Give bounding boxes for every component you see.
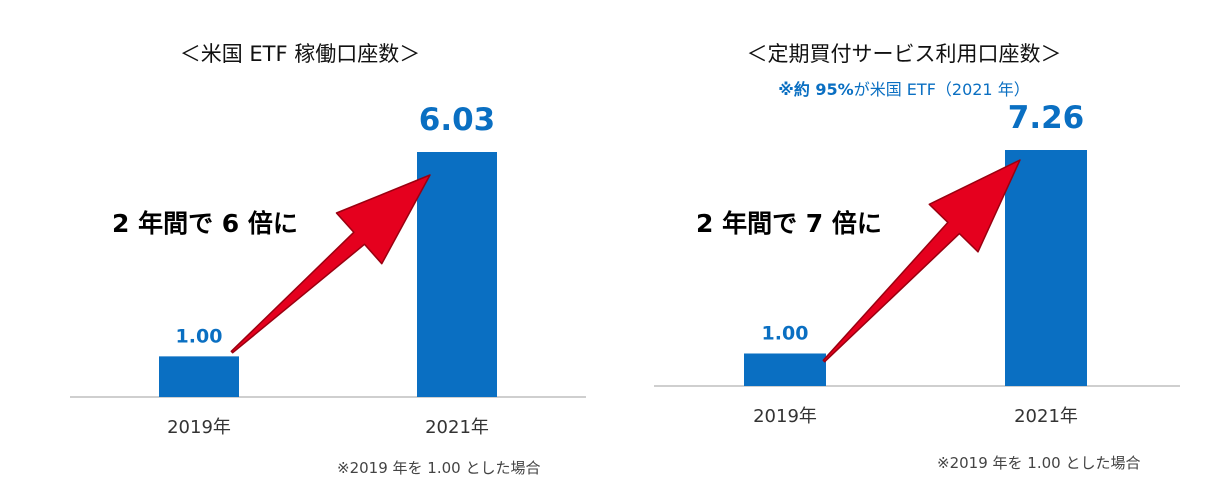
- chart-title: ＜米国 ETF 稼働口座数＞: [179, 42, 421, 66]
- growth-arrow: [230, 174, 431, 354]
- chart-title: ＜定期買付サービス利用口座数＞: [746, 42, 1062, 66]
- subtitle-text: が米国 ETF（2021 年）: [853, 80, 1030, 99]
- x-tick-label: 2021年: [1014, 406, 1078, 427]
- footnote: ※2019 年を 1.00 とした場合: [337, 459, 541, 477]
- x-tick-label: 2019年: [753, 406, 817, 427]
- growth-arrow: [822, 159, 1021, 363]
- footnote: ※2019 年を 1.00 とした場合: [937, 454, 1141, 472]
- bar-chart-periodic-purchase: 1.00 2019年 7.26 2021年 2 年間で 7 倍に: [654, 100, 1180, 427]
- x-tick-label: 2019年: [167, 417, 231, 438]
- chart-panel-etf-accounts: ＜米国 ETF 稼働口座数＞ 1.00 2019年 6.03 2021年 2 年間で 6…: [0, 0, 600, 484]
- chart-subtitle: ※約 95%が米国 ETF（2021 年）: [604, 76, 1204, 100]
- bar-2021年: [1005, 150, 1087, 386]
- data-label: 1.00: [176, 325, 223, 347]
- bar-chart-etf-accounts: 1.00 2019年 6.03 2021年 2 年間で 6 倍に: [70, 102, 586, 438]
- x-tick-label: 2021年: [425, 417, 489, 438]
- data-label: 6.03: [419, 102, 496, 138]
- data-label: 7.26: [1008, 100, 1085, 136]
- bar-2019年: [744, 353, 826, 386]
- bar-2021年: [417, 152, 497, 397]
- chart-panel-periodic-purchase: ＜定期買付サービス利用口座数＞ ※約 95%が米国 ETF（2021 年） 1.…: [604, 0, 1204, 484]
- growth-annotation: 2 年間で 6 倍に: [112, 209, 298, 238]
- subtitle-emphasis: ※約 95%: [778, 80, 854, 99]
- growth-annotation: 2 年間で 7 倍に: [696, 209, 882, 238]
- bar-2019年: [159, 356, 239, 397]
- data-label: 1.00: [762, 322, 809, 344]
